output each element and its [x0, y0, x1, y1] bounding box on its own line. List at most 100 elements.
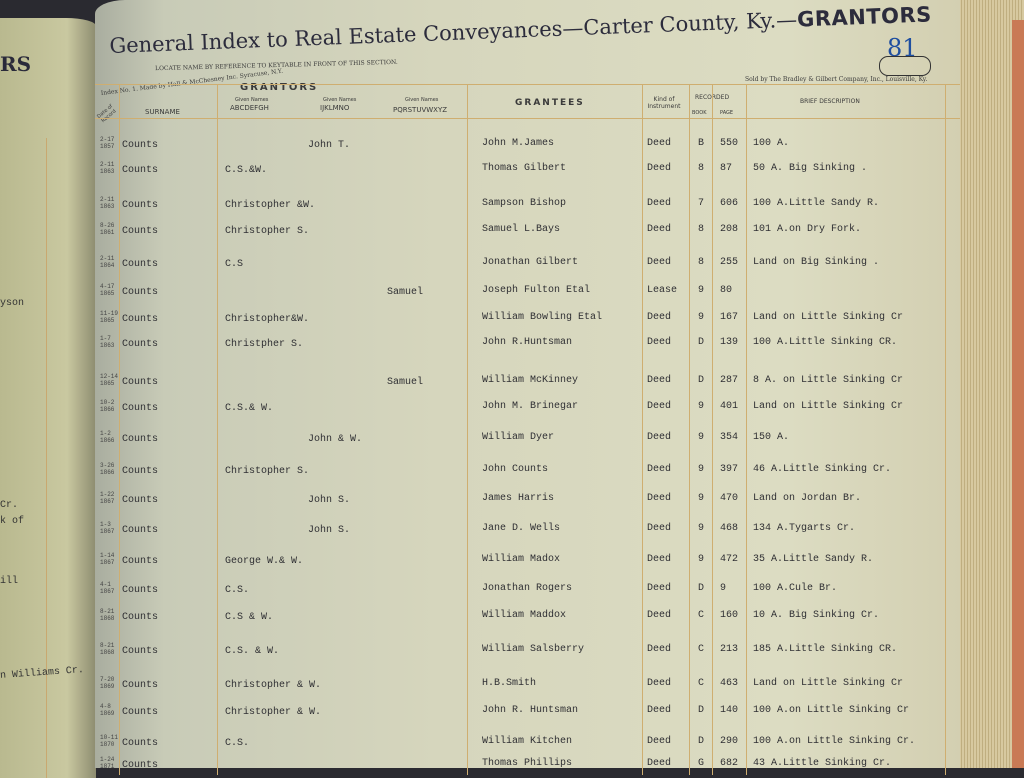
- given-name-a-h: George W.& W.: [225, 556, 304, 567]
- grantor-surname: Counts: [122, 760, 159, 771]
- brief-description: 100 A.Little Sinking CR.: [753, 337, 898, 348]
- column-rule: [467, 85, 468, 775]
- left-page-text: ill: [0, 576, 19, 587]
- page-number-ref: 606: [720, 198, 739, 209]
- book-number: D: [698, 705, 705, 716]
- grantee-name: William Maddox: [482, 610, 567, 621]
- page-number-ref: 472: [720, 554, 739, 565]
- page-number-ref: 140: [720, 705, 739, 716]
- brief-description: 134 A.Tygarts Cr.: [753, 523, 856, 534]
- grantor-surname: Counts: [122, 525, 159, 536]
- grantee-name: Thomas Gilbert: [482, 163, 567, 174]
- grantor-surname: Counts: [122, 259, 159, 270]
- given-i-o-header: IJKLMNO: [320, 104, 350, 112]
- given-name-a-h: Christopher S.: [225, 466, 310, 477]
- column-rule: [945, 85, 946, 775]
- grantee-name: William McKinney: [482, 375, 579, 386]
- given-name-a-h: C.S.& W.: [225, 403, 274, 414]
- instrument-kind: Deed: [647, 163, 672, 174]
- grantor-surname: Counts: [122, 646, 159, 657]
- column-rule: [712, 85, 713, 775]
- instrument-kind: Lease: [647, 285, 678, 296]
- instrument-kind: Deed: [647, 375, 672, 386]
- given-name-i-o: John S.: [308, 525, 351, 536]
- book-number: 7: [698, 198, 705, 209]
- given-name-a-h: Christpher S.: [225, 339, 304, 350]
- instrument-kind: Deed: [647, 337, 672, 348]
- page-number-ref: 255: [720, 257, 739, 268]
- grantor-surname: Counts: [122, 200, 159, 211]
- page-number-ref: 87: [720, 163, 733, 174]
- given-name-p-z: Samuel: [387, 377, 424, 388]
- date-header: Date of Record: [96, 103, 118, 125]
- entry-date: 2-11 1863: [100, 161, 115, 175]
- entry-date: 11-19 1865: [100, 310, 119, 324]
- instrument-kind: Deed: [647, 464, 672, 475]
- given-name-i-o: John & W.: [308, 434, 363, 445]
- entry-date: 8-21 1868: [100, 608, 115, 622]
- entry-date: 2-11 1863: [100, 196, 115, 210]
- grantee-name: William Madox: [482, 554, 561, 565]
- instrument-kind: Deed: [647, 523, 672, 534]
- entry-date: 10-2 1866: [100, 399, 115, 413]
- grantee-name: William Salsberry: [482, 644, 585, 655]
- book-number: 9: [698, 285, 705, 296]
- column-rule: [217, 85, 218, 775]
- entry-date: 4-8 1869: [100, 703, 115, 717]
- grantee-name: William Bowling Etal: [482, 312, 603, 323]
- page-number-box: [879, 56, 931, 76]
- grantor-surname: Counts: [122, 377, 159, 388]
- book-cover-edge: [1012, 20, 1024, 768]
- brief-description: Land on Little Sinking Cr: [753, 401, 904, 412]
- page-number-ref: 397: [720, 464, 739, 475]
- page-number-ref: 550: [720, 138, 739, 149]
- instrument-kind: Deed: [647, 583, 672, 594]
- left-page-text: yson: [0, 298, 25, 309]
- grantors-header: GRANTORS: [240, 82, 319, 93]
- entry-date: 8-21 1868: [100, 642, 115, 656]
- left-page: RS yson Cr. k of ill n Williams Cr.: [0, 18, 96, 778]
- grantee-name: James Harris: [482, 493, 555, 504]
- book-number: D: [698, 736, 705, 747]
- given-label: Given Names: [405, 97, 439, 103]
- grantor-surname: Counts: [122, 140, 159, 151]
- book-number: D: [698, 337, 705, 348]
- page-number-ref: 208: [720, 224, 739, 235]
- page-number-ref: 139: [720, 337, 739, 348]
- entry-date: 1-2 1866: [100, 430, 115, 444]
- entry-date: 4-17 1865: [100, 283, 115, 297]
- grantor-surname: Counts: [122, 495, 159, 506]
- grantor-surname: Counts: [122, 339, 159, 350]
- instrument-kind: Deed: [647, 736, 672, 747]
- book-number: 9: [698, 312, 705, 323]
- column-rule: [746, 85, 747, 775]
- column-rule: [689, 85, 690, 775]
- entry-date: 10-11 1870: [100, 734, 119, 748]
- page-number-ref: 9: [720, 583, 727, 594]
- instrument-kind: Deed: [647, 257, 672, 268]
- grantee-name: John M.James: [482, 138, 555, 149]
- column-rule: [642, 85, 643, 775]
- grantor-surname: Counts: [122, 585, 159, 596]
- given-name-a-h: C.S.: [225, 585, 250, 596]
- left-page-heading: RS: [0, 52, 32, 76]
- brief-description: 185 A.Little Sinking CR.: [753, 644, 898, 655]
- header-rule: [95, 84, 960, 85]
- grantee-name: Jane D. Wells: [482, 523, 561, 534]
- book-number: 9: [698, 554, 705, 565]
- entry-date: 1-14 1867: [100, 552, 115, 566]
- grantor-surname: Counts: [122, 165, 159, 176]
- book-header: BOOK: [692, 110, 707, 116]
- instrument-kind: Deed: [647, 644, 672, 655]
- page-number-ref: 167: [720, 312, 739, 323]
- grantee-name: Thomas Phillips: [482, 758, 573, 769]
- description-header: BRIEF DESCRIPTION: [800, 98, 860, 105]
- entry-date: 12-14 1865: [100, 373, 119, 387]
- grantees-header: GRANTEES: [515, 98, 585, 108]
- brief-description: 100 A.: [753, 138, 790, 149]
- kind-header: Kind of Instrument: [647, 96, 681, 110]
- book-number: G: [698, 758, 705, 769]
- page-number-ref: 290: [720, 736, 739, 747]
- book-number: 9: [698, 464, 705, 475]
- instrument-kind: Deed: [647, 678, 672, 689]
